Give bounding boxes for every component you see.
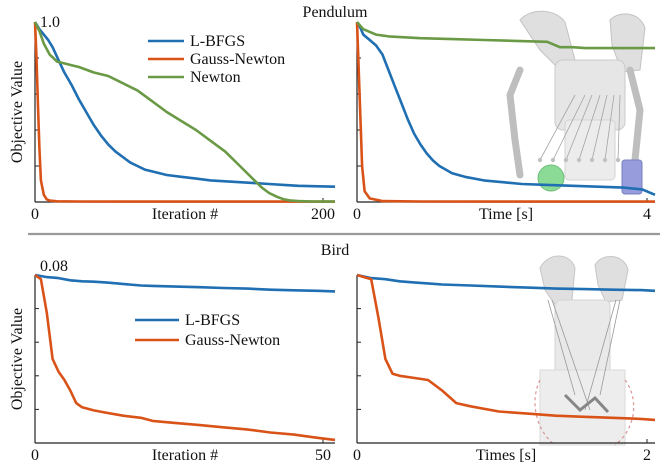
- pendulum-time-x-axis-label: Time [s]: [479, 206, 533, 223]
- bird-iterations-y-axis-label: Objective Value: [9, 308, 26, 410]
- legend-l-bfgs-label: L-BFGS: [185, 312, 240, 329]
- legend-l-bfgs-label: L-BFGS: [190, 33, 245, 50]
- pendulum-section-title: Pendulum: [303, 4, 368, 21]
- bird-time-gauss-newton-line: [356, 273, 656, 422]
- pendulum-iterations-x-axis-label: Iteration #: [152, 206, 218, 223]
- bird-robot-illustration: [534, 255, 635, 446]
- pendulum-iterations-panel: 0 200 Iteration # Objective Value 1.0 L-BFGSG…: [9, 14, 336, 223]
- legend-gauss-newton-label: Gauss-Newton: [185, 332, 280, 349]
- bird-iterations-x-tick-label: 0: [31, 447, 39, 464]
- pendulum-iterations-x-tick-label: 0: [31, 206, 39, 223]
- pendulum-iterations-x-tick-label: 200: [311, 206, 335, 223]
- bird-time-x-tick-label: 2: [643, 447, 651, 464]
- pendulum-iterations-l-bfgs-line: [33, 21, 336, 188]
- pendulum-iterations-y-axis-label: Objective Value: [9, 61, 26, 163]
- bird-time-l-bfgs-line: [356, 273, 656, 293]
- bird-iterations-x-axis-label: Iteration #: [152, 447, 218, 464]
- pendulum-time-x-tick-label: 4: [643, 206, 651, 223]
- pendulum-time-l-bfgs-line: [355, 21, 656, 196]
- bird-iterations-panel: 0 50 Iteration # Objective Value 0.08 L-BFGS G…: [9, 258, 336, 464]
- bird-iterations-x-tick-label: 50: [315, 447, 331, 464]
- bird-iterations-l-bfgs-line: [34, 273, 336, 293]
- legend-gauss-newton-label: Gauss-Newton: [190, 51, 285, 68]
- legend-newton-label: Newton: [190, 69, 241, 86]
- pendulum-time-newton-line: [356, 21, 655, 50]
- pendulum-robot-illustration: [506, 10, 646, 195]
- bird-time-panel: 0 2 Times [s]: [353, 273, 656, 464]
- pendulum-time-x-tick-label: 0: [353, 206, 361, 223]
- bird-section-title: Bird: [321, 242, 349, 259]
- bird-time-x-axis-label: Times [s]: [476, 447, 536, 464]
- bird-iterations-y-top-label: 0.08: [40, 258, 68, 275]
- pendulum-time-panel: 0 4 Time [s]: [353, 21, 656, 223]
- bird-iterations-gauss-newton-line: [34, 273, 336, 442]
- bird-time-x-tick-label: 0: [353, 447, 361, 464]
- pendulum-iterations-y-top-label: 1.0: [40, 14, 60, 31]
- pendulum-time-gauss-newton-line: [355, 21, 655, 203]
- pendulum-iterations-newton-line: [33, 21, 336, 203]
- pendulum-iterations-gauss-newton-line: [33, 21, 335, 203]
